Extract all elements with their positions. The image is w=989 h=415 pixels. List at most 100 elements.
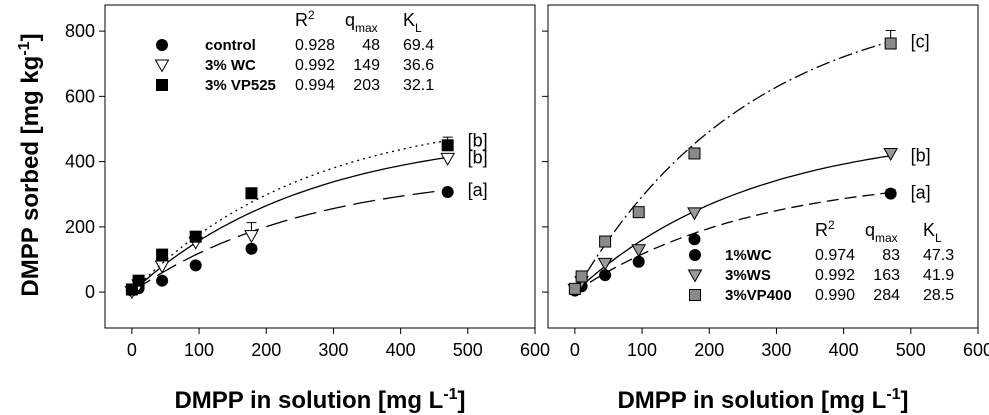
x-tick-label: 600 <box>963 340 989 360</box>
k-text: K <box>403 10 415 30</box>
series-3-vp525: [b] <box>125 130 488 296</box>
x-axis-label: DMPP in solution [mg L-1] <box>174 386 465 414</box>
x-tick-label: 100 <box>627 340 657 360</box>
fit-curve <box>574 155 891 293</box>
legend-qmax-value: 203 <box>353 77 380 94</box>
legend-r2-value: 0.990 <box>815 287 855 304</box>
legend-marker <box>689 289 701 301</box>
legend-series-name: control <box>205 37 256 54</box>
q-text: q <box>865 220 875 240</box>
legend-header-r2: R2 <box>815 218 835 240</box>
legend-r2-value: 0.992 <box>295 57 335 74</box>
r2-sup: 2 <box>308 8 315 22</box>
legend-r2-value: 0.992 <box>815 267 855 284</box>
significance-letter: [b] <box>468 147 488 167</box>
data-point <box>568 282 581 295</box>
x-axis-label-sup: -1 <box>443 386 457 403</box>
series-3-ws: [b] <box>567 146 931 298</box>
data-point <box>599 235 612 248</box>
fit-curve <box>131 139 448 293</box>
q-text: q <box>345 10 355 30</box>
x-tick-label: 100 <box>184 340 214 360</box>
series-3-wc: [b] <box>124 147 488 299</box>
x-tick-label: 0 <box>127 340 137 360</box>
legend-r2-value: 0.974 <box>815 247 855 264</box>
data-point <box>631 244 647 258</box>
legend-kl-value: 69.4 <box>403 37 434 54</box>
x-tick-label: 600 <box>520 340 550 360</box>
x-axis-label: DMPP in solution [mg L-1] <box>617 386 908 414</box>
series-control: [a] <box>125 180 488 297</box>
legend-header-r2: R2 <box>295 8 315 30</box>
x-tick-label: 200 <box>251 340 281 360</box>
r2-text: R <box>815 220 828 240</box>
legend-series-name: 3%VP400 <box>725 287 792 304</box>
x-axis-label-end: ] <box>901 387 909 414</box>
k-sub: L <box>415 21 422 35</box>
right-panel: 0 100 200 300 400 500 600 DMPP in solution [mg … <box>542 4 989 414</box>
data-point <box>632 255 645 268</box>
legend-r2-value: 0.928 <box>295 37 335 54</box>
data-point <box>156 248 169 261</box>
legend-qmax-value: 83 <box>882 247 900 264</box>
significance-letter: [b] <box>911 146 931 166</box>
data-point <box>125 283 138 296</box>
significance-letter: [c] <box>911 32 930 52</box>
significance-letter: [a] <box>911 183 931 203</box>
legend-series-name: 3% VP525 <box>205 77 276 94</box>
x-axis-label-text: DMPP in solution [mg L <box>617 387 886 414</box>
fit-curve <box>574 191 891 293</box>
y-axis-label: DMPP sorbed [mg kg-1] <box>16 33 44 296</box>
data-point <box>597 257 613 271</box>
data-point <box>132 274 145 287</box>
y-tick-label: 600 <box>65 86 95 106</box>
x-tick-label: 400 <box>386 340 416 360</box>
y-tick-label: 800 <box>65 21 95 41</box>
legend-qmax-value: 149 <box>353 57 380 74</box>
legend-marker <box>156 79 168 91</box>
data-point <box>688 147 701 160</box>
data-point <box>440 152 456 166</box>
significance-letter: [a] <box>468 180 488 200</box>
legend-qmax-value: 48 <box>362 37 380 54</box>
data-point <box>441 185 454 198</box>
x-tick-label: 0 <box>570 340 580 360</box>
data-point <box>687 207 702 221</box>
fit-curve <box>131 156 448 293</box>
data-point <box>632 206 645 219</box>
data-point <box>883 147 899 161</box>
legend-series-name: 1%WC <box>725 247 772 264</box>
x-tick-label: 400 <box>829 340 859 360</box>
y-tick-label: 200 <box>65 217 95 237</box>
data-point <box>599 269 612 282</box>
legend-qmax-value: 163 <box>873 267 900 284</box>
legend-series-name: 3%WS <box>725 267 771 284</box>
data-point <box>441 139 454 152</box>
legend-r2-value: 0.994 <box>295 77 335 94</box>
x-tick-label: 300 <box>318 340 348 360</box>
legend-marker <box>154 59 170 73</box>
fit-curve <box>131 189 448 293</box>
left-panel: 0 100 200 300 400 500 600 0 200 400 600 800 DMPP in … <box>65 4 550 414</box>
k-text: K <box>923 220 935 240</box>
legend-kl-value: 47.3 <box>923 247 954 264</box>
data-point <box>884 37 897 50</box>
legend-series-name: 3% WC <box>205 57 256 74</box>
data-point <box>189 230 202 243</box>
data-point <box>244 230 259 244</box>
x-tick-label: 300 <box>761 340 791 360</box>
legend-kl-value: 28.5 <box>923 287 954 304</box>
data-point <box>245 242 258 255</box>
legend-marker <box>689 249 701 261</box>
data-point <box>156 274 169 287</box>
plot-frame <box>104 4 536 329</box>
data-point <box>884 187 897 200</box>
legend-header-kl: KL <box>403 10 422 35</box>
legend-header-qmax: qmax <box>865 220 898 245</box>
legend-qmax-value: 284 <box>873 287 900 304</box>
legend-kl-value: 36.6 <box>403 57 434 74</box>
y-tick-label: 0 <box>85 282 95 302</box>
significance-letter: [b] <box>468 130 488 150</box>
